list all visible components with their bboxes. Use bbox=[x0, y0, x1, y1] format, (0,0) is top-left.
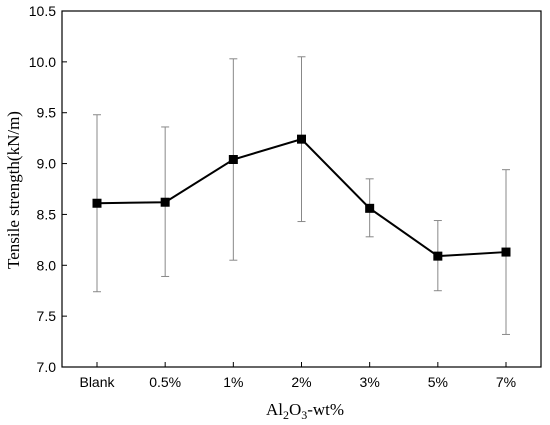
data-point bbox=[92, 198, 102, 208]
y-axis-title: Tensile strength(kN/m) bbox=[4, 111, 23, 269]
y-tick-label: 10.0 bbox=[29, 54, 56, 70]
data-point bbox=[228, 155, 238, 165]
x-tick-label: 2% bbox=[291, 374, 311, 390]
y-tick-label: 7.0 bbox=[37, 359, 57, 375]
x-tick-label: 0.5% bbox=[149, 374, 181, 390]
data-point bbox=[160, 197, 170, 207]
data-point bbox=[433, 251, 443, 261]
y-tick-label: 8.5 bbox=[37, 206, 57, 222]
y-tick-label: 8.0 bbox=[37, 257, 57, 273]
x-tick-label: Blank bbox=[79, 374, 115, 390]
data-point bbox=[365, 203, 375, 213]
y-tick-label: 7.5 bbox=[37, 308, 57, 324]
x-tick-label: 7% bbox=[496, 374, 516, 390]
data-markers bbox=[92, 134, 511, 261]
y-tick-label: 9.0 bbox=[37, 156, 57, 172]
data-point bbox=[501, 247, 511, 257]
y-tick-label: 9.5 bbox=[37, 105, 57, 121]
x-axis: Blank 0.5% 1% 2% 3% 5% 7% bbox=[79, 362, 516, 390]
x-tick-label: 3% bbox=[360, 374, 380, 390]
y-tick-label: 10.5 bbox=[29, 3, 56, 19]
x-tick-label: 5% bbox=[428, 374, 448, 390]
y-axis: 7.0 7.5 8.0 8.5 9.0 9.5 10.0 10.5 bbox=[29, 3, 67, 375]
x-axis-title: Al2O3-wt% bbox=[266, 400, 344, 422]
data-point bbox=[297, 134, 306, 144]
error-bars bbox=[93, 56, 510, 335]
x-tick-label: 1% bbox=[223, 374, 243, 390]
